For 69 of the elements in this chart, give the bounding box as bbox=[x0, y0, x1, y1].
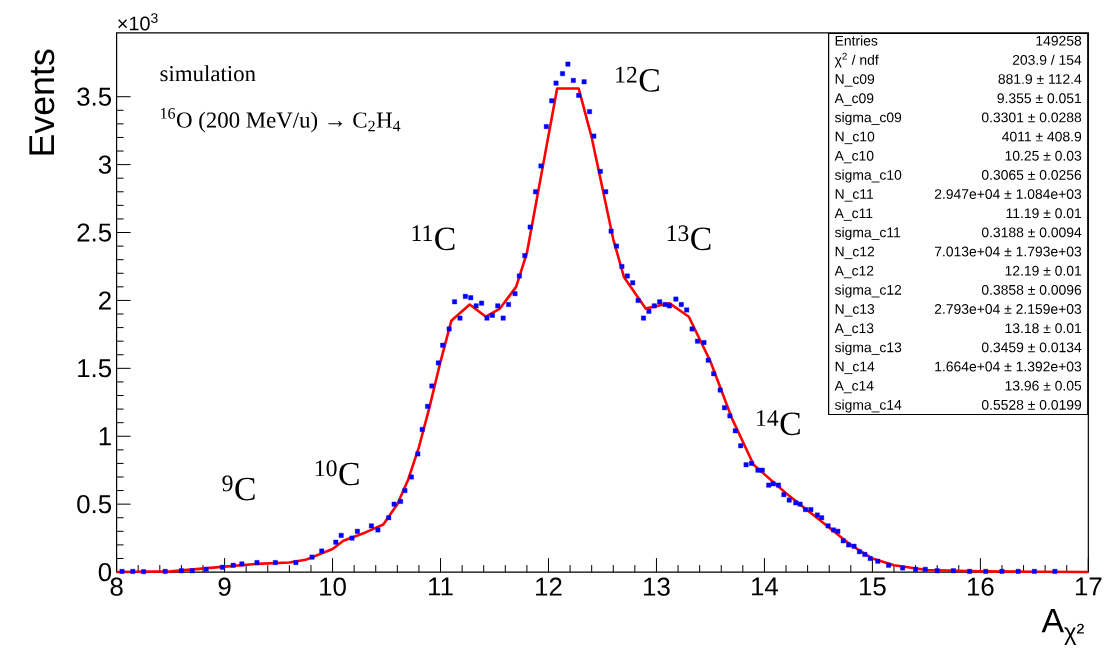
annotation: A_c12 bbox=[834, 265, 874, 279]
annotation: 2.793e+04 ± 2.159e+03 bbox=[934, 303, 1082, 314]
annotation: sigma_c09 bbox=[834, 111, 902, 125]
annotation: 10.25 ± 0.03 bbox=[1005, 150, 1082, 161]
annotation: 203.9 / 154 bbox=[1012, 54, 1082, 65]
annotation: 9.355 ± 0.051 bbox=[997, 93, 1082, 104]
annotation: $^{11}$C bbox=[412, 225, 455, 251]
x-tick-label: 12 bbox=[536, 577, 562, 596]
annotation: sigma_c14 bbox=[834, 399, 902, 413]
annotation: 0.3858 ± 0.0096 bbox=[981, 284, 1082, 295]
annotation: 149258 bbox=[1036, 35, 1082, 46]
annotation: $^{10}$C bbox=[315, 460, 359, 486]
annotation: sigma_c12 bbox=[834, 284, 902, 298]
annotation: 4011 ± 408.9 bbox=[1002, 131, 1082, 142]
annotation: 0.3065 ± 0.0256 bbox=[981, 169, 1082, 180]
annotation: 2.947e+04 ± 1.084e+03 bbox=[934, 188, 1082, 199]
annotation: A_c11 bbox=[834, 208, 873, 221]
y-tick-label: 1.5 bbox=[78, 359, 112, 378]
annotation: 7.013e+04 ± 1.793e+03 bbox=[934, 246, 1082, 257]
annotation: 0.3459 ± 0.0134 bbox=[981, 342, 1082, 353]
annotation: $^{9}$C bbox=[222, 475, 255, 501]
annotation: sigma_c13 bbox=[834, 341, 902, 355]
annotation: N_c09 bbox=[835, 74, 875, 87]
y-tick-label: 1 bbox=[99, 427, 111, 445]
annotation: 11.19 ± 0.01 bbox=[1006, 208, 1082, 218]
y-tick-label: 2.5 bbox=[77, 223, 112, 242]
annotation: simulation bbox=[160, 65, 256, 82]
annotation: Entries bbox=[835, 35, 878, 46]
annotation: sigma_c11 bbox=[834, 226, 901, 240]
annotation: χ$^{2}$ / ndf bbox=[834, 52, 879, 68]
annotation: $^{14}$C bbox=[757, 410, 800, 435]
annotation: 13.18 ± 0.01 bbox=[1005, 323, 1082, 333]
x-axis-title: A$_{χ²}$ bbox=[1041, 608, 1084, 645]
annotation: $^{12}$C bbox=[616, 66, 659, 92]
x-tick-label: 11 bbox=[429, 577, 453, 596]
x-tick-label: 8 bbox=[110, 577, 123, 596]
annotation: A_c09 bbox=[834, 93, 874, 106]
annotation: 0.3188 ± 0.0094 bbox=[981, 227, 1082, 238]
y-tick-label: 3 bbox=[98, 155, 111, 174]
y-tick-label: 0.5 bbox=[77, 494, 112, 514]
y-tick-label: 0 bbox=[98, 562, 112, 582]
annotation: 0.3301 ± 0.0288 bbox=[981, 112, 1082, 123]
annotation: A_c13 bbox=[834, 323, 874, 336]
annotation: 881.9 ± 112.4 bbox=[998, 74, 1082, 84]
annotation: N_c13 bbox=[835, 303, 875, 317]
y-axis-title: Events bbox=[29, 49, 55, 155]
annotation: A_c10 bbox=[834, 150, 874, 164]
annotation: N_c12 bbox=[835, 246, 875, 259]
annotation: $^{16}$O (200 MeV/u) → C$_{2}$H$_{4}$ bbox=[160, 107, 401, 133]
annotation: N_c14 bbox=[835, 361, 875, 374]
x-tick-label: 16 bbox=[967, 577, 994, 596]
x-tick-label: 9 bbox=[218, 577, 231, 596]
annotation: N_c10 bbox=[835, 131, 875, 144]
annotation: 13.96 ± 0.05 bbox=[1005, 380, 1082, 391]
y-tick-label: 3.5 bbox=[77, 87, 112, 106]
y-tick-label: 2 bbox=[99, 291, 111, 310]
x-tick-label: 15 bbox=[860, 577, 886, 596]
x-tick-label: 17 bbox=[1075, 577, 1102, 596]
annotation: A_c14 bbox=[834, 380, 874, 394]
x-tick-label: 13 bbox=[644, 577, 670, 596]
annotation: 1.664e+04 ± 1.392e+03 bbox=[935, 361, 1082, 372]
x-tick-label: 14 bbox=[752, 577, 779, 596]
annotation: 0.5528 ± 0.0199 bbox=[981, 399, 1082, 410]
text: ×10$^{3}$ bbox=[118, 12, 158, 31]
annotation: N_c11 bbox=[835, 189, 874, 202]
annotation: 12.19 ± 0.01 bbox=[1005, 265, 1082, 276]
annotation: $^{13}$C bbox=[667, 225, 711, 251]
annotation: sigma_c10 bbox=[834, 169, 902, 183]
x-tick-label: 10 bbox=[320, 577, 346, 596]
